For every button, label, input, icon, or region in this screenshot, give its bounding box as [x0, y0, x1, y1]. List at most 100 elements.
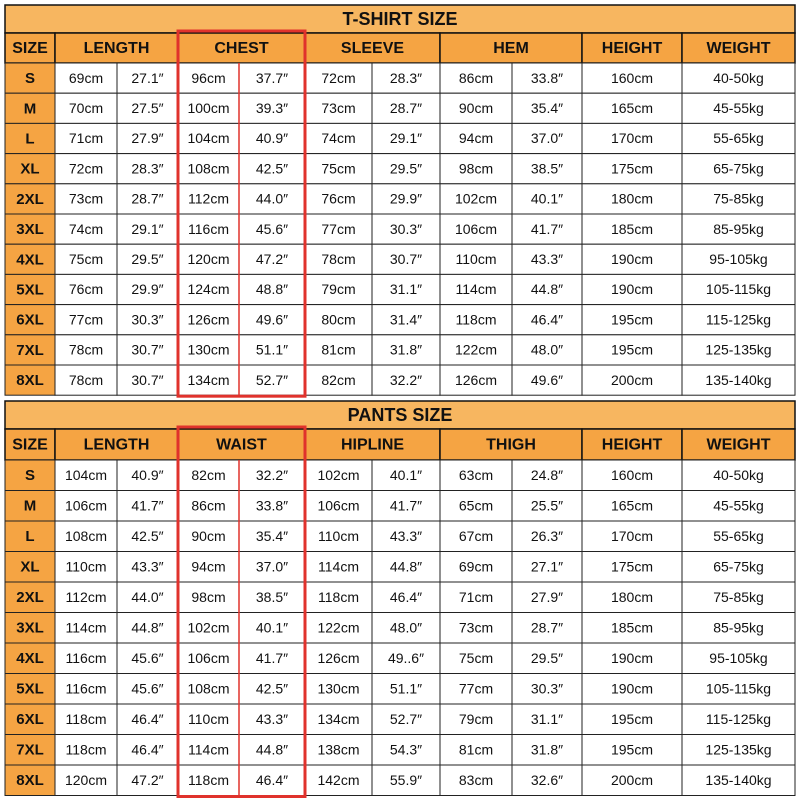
cell-text: 180cm [611, 589, 653, 605]
cell [116, 92, 179, 124]
cell-text: 65-75kg [713, 160, 764, 176]
cell-text: 47.2″ [131, 772, 163, 788]
cell-text: 31.1″ [531, 711, 563, 727]
cell [177, 92, 240, 124]
cell [439, 520, 513, 552]
cell [54, 153, 118, 185]
cell [54, 642, 118, 674]
cell [304, 122, 373, 155]
cell-text: 65-75kg [713, 558, 764, 574]
cell [371, 612, 441, 644]
cell [511, 62, 583, 94]
cell-text: 71cm [459, 589, 493, 605]
size-label: 3XL [16, 620, 44, 637]
cell-text: 26.3″ [531, 528, 563, 544]
cell [116, 273, 179, 306]
cell [371, 153, 441, 185]
cell-text: 90cm [459, 100, 493, 116]
cell [581, 364, 683, 396]
cell [371, 213, 441, 245]
cell-text: 77cm [459, 680, 493, 696]
cell-text: 108cm [65, 528, 107, 544]
cell [511, 703, 583, 735]
cell [681, 520, 796, 552]
cell-text: 138cm [317, 741, 359, 757]
cell-text: 31.1″ [390, 281, 422, 297]
cell [511, 334, 583, 366]
cell [511, 459, 583, 491]
cell [116, 364, 179, 396]
cell-text: 38.5″ [256, 589, 288, 605]
cell-text: 46.4″ [256, 772, 288, 788]
cell [177, 612, 240, 644]
cell [371, 459, 441, 491]
cell [681, 92, 796, 124]
cell [371, 764, 441, 796]
cell-text: 28.3″ [131, 160, 163, 176]
cell-text: 142cm [317, 772, 359, 788]
cell [238, 459, 306, 491]
cell [4, 673, 56, 705]
cell [371, 183, 441, 215]
cell [116, 734, 179, 766]
cell-text: 98cm [459, 160, 493, 176]
cell [238, 703, 306, 735]
cell-text: 175cm [611, 160, 653, 176]
cell [304, 490, 373, 522]
cell [581, 490, 683, 522]
cell-text: 65cm [459, 497, 493, 513]
cell-text: 29.1″ [390, 130, 422, 146]
cell-text: 80cm [321, 311, 355, 327]
cell-text: 126cm [187, 311, 229, 327]
cell [681, 334, 796, 366]
cell [581, 612, 683, 644]
cell-text: 29.5″ [390, 160, 422, 176]
header-label: WAIST [216, 437, 267, 454]
cell-text: 118cm [456, 311, 497, 327]
cell [439, 364, 513, 396]
cell-text: 55.9″ [390, 772, 422, 788]
cell-text: 32.2″ [390, 372, 422, 388]
cell-text: 105-115kg [706, 281, 771, 297]
size-label: 2XL [16, 589, 44, 606]
cell-text: 104cm [187, 130, 229, 146]
header-label: HIPLINE [341, 437, 404, 454]
cell-text: 95-105kg [709, 650, 767, 666]
cell [304, 273, 373, 306]
cell [681, 273, 796, 306]
cell [511, 673, 583, 705]
cell-text: 71cm [69, 130, 103, 146]
cell [511, 304, 583, 336]
cell [371, 520, 441, 552]
size-label: 3XL [16, 221, 44, 238]
cell [304, 703, 373, 735]
cell-text: 112cm [188, 191, 229, 207]
cell-text: 110cm [318, 528, 359, 544]
cell-text: 52.7″ [390, 711, 422, 727]
cell [4, 304, 56, 336]
cell [511, 642, 583, 674]
cell [4, 642, 56, 674]
header-label: SIZE [12, 437, 48, 454]
cell-text: 28.7″ [390, 100, 422, 116]
cell-text: 41.7″ [390, 497, 422, 513]
cell-text: 78cm [321, 251, 355, 267]
cell-text: 46.4″ [390, 589, 422, 605]
cell-text: 30.7″ [131, 372, 163, 388]
cell-text: 85-95kg [713, 619, 764, 635]
cell-text: 48.0″ [390, 619, 422, 635]
cell-text: 43.3″ [390, 528, 422, 544]
header-label: SIZE [12, 40, 48, 57]
cell-text: 51.1″ [256, 342, 288, 358]
cell-text: 72cm [69, 160, 103, 176]
size-label: M [24, 100, 37, 117]
cell-text: 42.5″ [256, 680, 288, 696]
size-label: 5XL [16, 681, 44, 698]
cell-text: 75cm [459, 650, 493, 666]
header-cell [681, 428, 796, 461]
cell [4, 490, 56, 522]
cell [177, 62, 240, 94]
size-label: XL [20, 161, 39, 178]
cell-text: 24.8″ [531, 467, 563, 483]
cell-text: 31.8″ [531, 741, 563, 757]
